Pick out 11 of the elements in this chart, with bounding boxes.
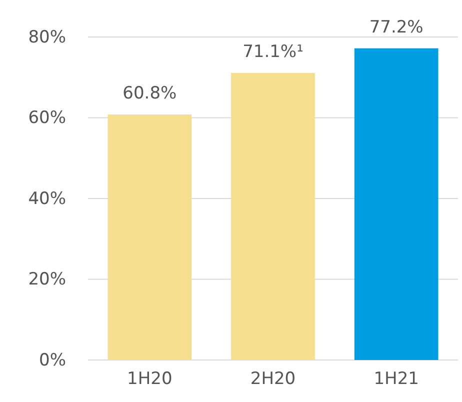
y-tick-label: 0% [39,350,66,370]
data-label: 71.1%¹ [242,42,304,62]
x-tick-label: 1H20 [127,369,172,390]
y-tick-label: 80% [28,27,66,48]
y-tick-label: 20% [28,270,66,290]
y-tick-label: 60% [28,108,66,128]
data-label: 77.2% [369,17,424,38]
data-label: 60.8% [122,84,177,104]
x-tick-label: 2H20 [250,369,296,390]
y-tick-label: 40% [28,188,66,209]
x-tick-label: 1H21 [374,369,419,390]
